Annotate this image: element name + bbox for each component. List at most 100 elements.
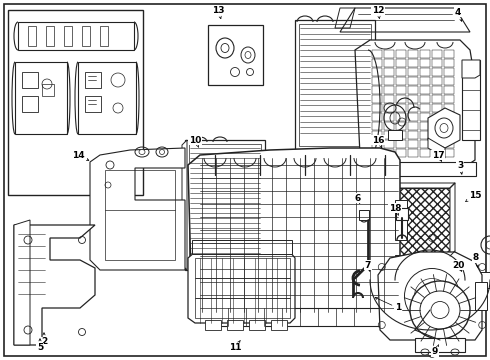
Bar: [432, 50, 442, 58]
Bar: [22, 96, 38, 112]
Text: 5: 5: [37, 339, 43, 352]
Bar: [396, 77, 406, 85]
Bar: [432, 131, 442, 139]
Bar: [408, 113, 418, 121]
Text: 6: 6: [355, 194, 361, 203]
Bar: [395, 255, 407, 285]
Bar: [372, 86, 382, 94]
Text: 4: 4: [455, 8, 462, 21]
Bar: [28, 26, 36, 46]
Bar: [432, 104, 442, 112]
Text: 9: 9: [432, 345, 439, 356]
Bar: [408, 68, 418, 76]
Text: 17: 17: [432, 150, 444, 161]
Bar: [396, 140, 406, 148]
Text: 15: 15: [466, 190, 481, 202]
Bar: [444, 104, 454, 112]
Bar: [82, 26, 90, 46]
Bar: [359, 210, 369, 220]
Bar: [299, 24, 371, 146]
Bar: [372, 95, 382, 103]
Text: 13: 13: [212, 5, 224, 19]
Bar: [368, 262, 433, 310]
Bar: [396, 131, 406, 139]
Bar: [372, 68, 382, 76]
Bar: [64, 26, 72, 46]
Bar: [396, 59, 406, 67]
Text: 16: 16: [372, 135, 384, 148]
Bar: [358, 162, 476, 176]
Polygon shape: [450, 183, 455, 256]
Text: 3: 3: [457, 161, 463, 174]
Bar: [189, 144, 261, 266]
Bar: [384, 95, 394, 103]
Ellipse shape: [386, 282, 394, 290]
Polygon shape: [188, 252, 295, 323]
Bar: [396, 50, 406, 58]
Bar: [432, 86, 442, 94]
Ellipse shape: [245, 51, 251, 59]
Bar: [444, 113, 454, 121]
Bar: [195, 278, 290, 298]
Bar: [185, 140, 265, 270]
Bar: [444, 86, 454, 94]
Bar: [420, 122, 430, 130]
Polygon shape: [355, 183, 455, 188]
Text: 21: 21: [0, 359, 1, 360]
Bar: [195, 258, 290, 278]
Bar: [18, 22, 134, 50]
Ellipse shape: [139, 149, 145, 154]
Text: 22: 22: [0, 359, 1, 360]
Bar: [22, 72, 38, 88]
Bar: [396, 208, 408, 220]
Bar: [372, 59, 382, 67]
Text: 14: 14: [72, 150, 89, 161]
Ellipse shape: [431, 302, 449, 319]
Polygon shape: [14, 225, 95, 345]
Bar: [408, 50, 418, 58]
Ellipse shape: [410, 281, 470, 339]
Bar: [420, 140, 430, 148]
Bar: [195, 298, 290, 318]
Bar: [432, 77, 442, 85]
Bar: [444, 95, 454, 103]
Bar: [432, 140, 442, 148]
Bar: [408, 131, 418, 139]
Bar: [415, 338, 465, 352]
Polygon shape: [388, 130, 402, 140]
Bar: [408, 77, 418, 85]
Bar: [462, 60, 480, 140]
Bar: [432, 68, 442, 76]
Bar: [384, 140, 394, 148]
Bar: [432, 122, 442, 130]
Bar: [396, 113, 406, 121]
Bar: [205, 320, 221, 330]
Bar: [420, 77, 430, 85]
Bar: [396, 95, 406, 103]
Bar: [420, 113, 430, 121]
Text: 7: 7: [365, 261, 371, 271]
Bar: [444, 131, 454, 139]
Bar: [384, 104, 394, 112]
Bar: [444, 68, 454, 76]
Bar: [432, 149, 442, 157]
Bar: [208, 25, 263, 85]
Bar: [46, 26, 54, 46]
Bar: [355, 188, 450, 256]
Ellipse shape: [362, 216, 366, 220]
Bar: [15, 62, 67, 134]
Polygon shape: [355, 40, 475, 170]
Bar: [100, 26, 108, 46]
Bar: [42, 84, 54, 96]
Text: 12: 12: [372, 5, 384, 18]
Bar: [384, 131, 394, 139]
Text: 19: 19: [0, 359, 1, 360]
Bar: [396, 149, 406, 157]
Bar: [384, 86, 394, 94]
Bar: [372, 50, 382, 58]
Bar: [420, 149, 430, 157]
Bar: [408, 149, 418, 157]
Text: 11: 11: [229, 341, 241, 352]
Bar: [384, 59, 394, 67]
Text: 20: 20: [452, 261, 464, 271]
